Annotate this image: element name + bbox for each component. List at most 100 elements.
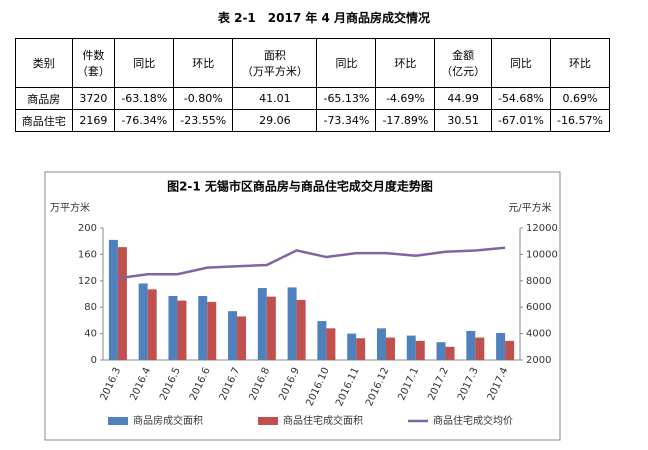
y2-tick-label: 6000 [526,302,551,313]
y2-axis-label: 元/平方米 [508,201,551,214]
header-cell: 件数 （套） [71,38,116,88]
bar [415,340,425,360]
header-text: 金额 [452,49,475,62]
header-cell: 同比 [114,38,175,88]
header-cell: 环比 [549,38,611,88]
table-cell: 商品住宅 [15,109,73,132]
table-cell: -17.89% [375,109,436,132]
x-tick-label: 2016.9 [277,366,302,402]
x-tick-label: 2017.3 [456,366,481,402]
bar [356,338,366,360]
x-tick-label: 2016.7 [218,366,243,402]
table-cell: 30.51 [434,109,492,132]
x-tick-label: 2017.1 [396,366,421,402]
header-text: 类别 [32,57,55,70]
x-tick-label: 2016.11 [334,366,361,408]
header-cell: 类别 [15,38,73,88]
line [117,246,506,280]
x-tick-label: 2017.4 [486,366,511,402]
table: 类别 件数 （套） 同比 环比 面积 （万平方米） 同比 环比 金额 （亿元） 同比 环比商品房 3720… [15,38,611,132]
x-tick-label: 2016.4 [128,366,153,402]
bar [117,247,127,360]
header-cell: 同比 [316,38,377,88]
table-cell: 29.06 [232,109,318,132]
table-row: 商品住宅 2169 -76.34% -23.55% 29.06 -73.34% -17.89… [15,109,611,132]
x-tick-label: 2016.3 [99,366,124,402]
bar [475,337,485,360]
table-title: 表 2-1 2017 年 4 月商品房成交情况 [217,11,431,25]
y-tick-label: 80 [84,302,97,313]
bar [207,301,217,360]
bar [376,328,386,360]
bar [445,346,455,360]
header-text: （万平方米） [241,65,308,78]
x-tick-label: 2016.5 [158,366,183,402]
header-text: 同比 [335,57,358,70]
header-text: 环比 [568,57,591,70]
bar [347,333,357,360]
table-cell: 2169 [71,109,116,132]
y-tick-label: 200 [78,223,97,234]
legend-swatch [108,417,128,425]
bar [317,321,327,360]
bar [287,287,297,360]
bar [505,340,515,360]
bar [406,335,416,360]
header-text: 同比 [133,57,156,70]
y-tick-label: 160 [78,249,97,260]
bar [177,300,187,360]
bar [496,332,506,360]
legend-label: 商品房成交面积 [133,414,203,427]
header-text: （套） [76,65,110,78]
header-text: 环比 [192,57,215,70]
bar [108,239,118,360]
bar [138,283,148,360]
table-cell: -67.01% [490,109,551,132]
y-tick-label: 40 [84,329,97,340]
table-cell: -16.57% [549,109,611,132]
bar [228,311,238,360]
header-text: 环比 [394,57,417,70]
bar [237,316,247,360]
x-tick-label: 2017.2 [426,366,451,402]
bar [296,299,306,360]
bar [147,289,157,360]
y-tick-label: 120 [78,276,97,287]
y-axis-label: 万平方米 [50,201,90,214]
x-tick-label: 2016.8 [247,366,272,402]
bar [266,296,276,360]
y-tick-label: 0 [91,355,97,366]
table-cell: 商品房 [15,87,73,110]
table-row: 商品房 3720 -63.18% -0.80% 41.01 -65.13% -4.69% 44… [15,87,611,110]
header-cell: 环比 [375,38,436,88]
header-text: 同比 [509,57,532,70]
x-tick-label: 2016.12 [364,366,391,408]
bar [466,330,476,360]
header-text: （亿元） [441,65,486,78]
bar [198,295,208,360]
bar [326,328,336,360]
y2-tick-label: 12000 [526,223,558,234]
bar [168,295,178,360]
x-tick-label: 2016.6 [188,366,213,402]
header-cell: 面积 （万平方米） [232,38,318,88]
legend-label: 商品住宅成交均价 [433,414,513,427]
header-cell: 同比 [490,38,551,88]
header-text: 面积 [263,49,286,62]
y2-tick-label: 2000 [526,355,551,366]
header-text: 件数 [82,49,105,62]
y2-tick-label: 8000 [526,276,551,287]
legend-swatch [258,417,278,425]
y2-tick-label: 4000 [526,329,551,340]
x-tick-label: 2016.10 [304,366,331,408]
bar [436,342,446,360]
bar [257,288,267,360]
legend-label: 商品住宅成交面积 [283,414,363,427]
table-cell: -23.55% [173,109,234,132]
chart-frame [44,171,561,441]
table-cell: -73.34% [316,109,377,132]
bar [385,337,395,360]
table-cell: -76.34% [114,109,175,132]
